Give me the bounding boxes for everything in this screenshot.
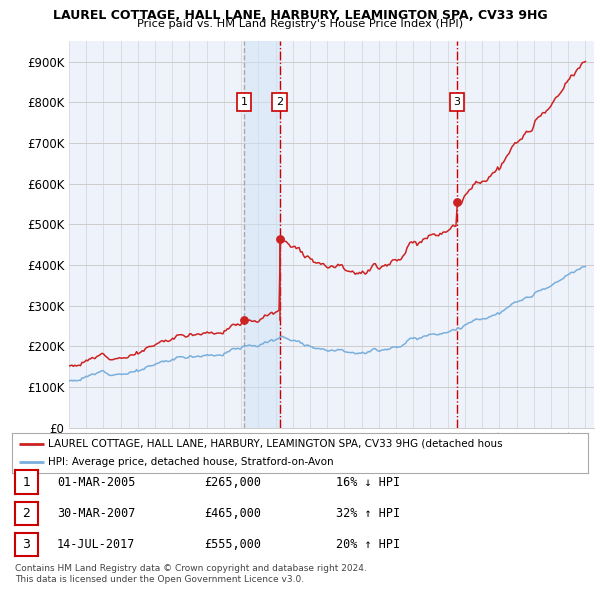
Text: HPI: Average price, detached house, Stratford-on-Avon: HPI: Average price, detached house, Stra…	[48, 457, 334, 467]
Text: £265,000: £265,000	[204, 476, 261, 489]
Text: Contains HM Land Registry data © Crown copyright and database right 2024.: Contains HM Land Registry data © Crown c…	[15, 565, 367, 573]
Text: 3: 3	[454, 97, 460, 107]
Text: 01-MAR-2005: 01-MAR-2005	[57, 476, 136, 489]
Text: 2: 2	[276, 97, 283, 107]
Text: 20% ↑ HPI: 20% ↑ HPI	[336, 538, 400, 551]
Text: £465,000: £465,000	[204, 507, 261, 520]
Point	[239, 315, 249, 324]
Text: 2: 2	[22, 507, 31, 520]
Bar	[244, 41, 280, 428]
Text: 1: 1	[22, 476, 31, 489]
Text: Price paid vs. HM Land Registry's House Price Index (HPI): Price paid vs. HM Land Registry's House …	[137, 19, 463, 30]
Text: 3: 3	[22, 538, 31, 551]
Point	[275, 234, 284, 243]
Text: 1: 1	[241, 97, 248, 107]
Text: LAUREL COTTAGE, HALL LANE, HARBURY, LEAMINGTON SPA, CV33 9HG (detached hous: LAUREL COTTAGE, HALL LANE, HARBURY, LEAM…	[48, 439, 502, 449]
Text: LAUREL COTTAGE, HALL LANE, HARBURY, LEAMINGTON SPA, CV33 9HG: LAUREL COTTAGE, HALL LANE, HARBURY, LEAM…	[53, 9, 547, 22]
Text: This data is licensed under the Open Government Licence v3.0.: This data is licensed under the Open Gov…	[15, 575, 304, 584]
Text: 14-JUL-2017: 14-JUL-2017	[57, 538, 136, 551]
Point	[452, 197, 462, 206]
Text: 30-MAR-2007: 30-MAR-2007	[57, 507, 136, 520]
Text: 16% ↓ HPI: 16% ↓ HPI	[336, 476, 400, 489]
Text: £555,000: £555,000	[204, 538, 261, 551]
Text: 32% ↑ HPI: 32% ↑ HPI	[336, 507, 400, 520]
